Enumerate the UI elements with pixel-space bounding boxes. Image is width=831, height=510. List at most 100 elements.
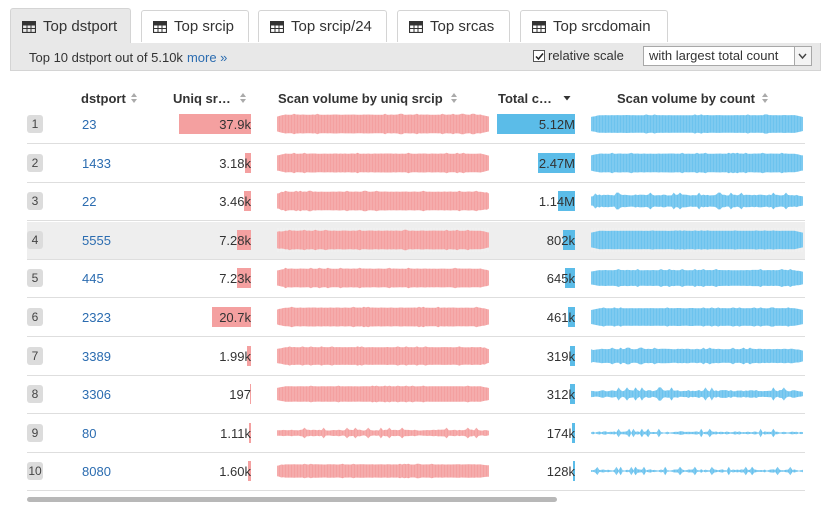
sort-icon — [761, 93, 768, 103]
tab-label: Top srcip — [174, 18, 235, 35]
table-row[interactable]: 7 3389 1.99k 319k — [27, 338, 805, 376]
rank-badge: 4 — [27, 230, 43, 249]
total-count-value: 802k — [546, 232, 575, 248]
dstport-link[interactable]: 80 — [82, 425, 97, 441]
table-row[interactable]: 4 5555 7.28k 802k — [27, 221, 805, 260]
tab-top-dstport[interactable]: Top dstport — [10, 8, 131, 44]
total-count-value: 5.12M — [538, 117, 575, 132]
relative-scale-toggle[interactable]: relative scale — [533, 48, 624, 63]
uniq-srcip-value: 1.60k — [219, 464, 251, 480]
scan-volume-uniq-sparkline — [277, 227, 489, 252]
sort-icon — [239, 93, 246, 103]
total-count-value: 312k — [546, 387, 575, 403]
uniq-srcip-cell: 1.99k — [173, 345, 251, 366]
more-link[interactable]: more » — [186, 50, 228, 65]
uniq-srcip-value: 7.28k — [219, 232, 251, 248]
uniq-srcip-value: 3.46k — [219, 194, 251, 210]
uniq-srcip-bar — [250, 384, 251, 405]
uniq-srcip-bar — [212, 307, 251, 327]
total-count-bar — [573, 461, 575, 482]
dstport-link[interactable]: 445 — [82, 271, 104, 287]
total-count-cell: 128k — [497, 461, 575, 482]
uniq-srcip-cell: 1.11k — [173, 422, 251, 443]
uniq-srcip-cell: 1.60k — [173, 461, 251, 482]
scan-volume-count-sparkline — [591, 305, 803, 329]
col-header-total-count[interactable]: Total c… — [498, 87, 571, 109]
total-count-bar — [497, 114, 575, 134]
tab-label: Top srcip/24 — [291, 18, 372, 35]
col-header-scan-volume-count[interactable]: Scan volume by count — [617, 87, 769, 109]
scan-volume-uniq-sparkline — [277, 459, 489, 484]
table-row[interactable]: 2 1433 3.18k 2.47M — [27, 145, 805, 183]
tab-top-srcip[interactable]: Top srcip — [141, 10, 249, 42]
dstport-link[interactable]: 2323 — [82, 310, 111, 325]
total-count-value: 174k — [546, 425, 575, 441]
scan-volume-count-sparkline — [591, 112, 803, 136]
total-count-bar — [567, 307, 575, 327]
total-count-value: 2.47M — [538, 155, 575, 171]
rank-badge: 6 — [27, 308, 43, 326]
total-count-value: 1.14M — [538, 194, 575, 210]
total-count-bar — [569, 345, 575, 366]
table-row[interactable]: 3 22 3.46k 1.14M — [27, 183, 805, 222]
results-panel: Top 10 dstport out of 5.10k more » relati… — [10, 43, 821, 510]
col-header-uniq-srcip[interactable]: Uniq sr… — [173, 87, 247, 109]
dstport-link[interactable]: 22 — [82, 194, 97, 210]
table-row[interactable]: 6 2323 20.7k 461k — [27, 299, 805, 337]
total-count-cell: 461k — [497, 307, 575, 327]
table-row[interactable]: 10 8080 1.60k 128k — [27, 453, 805, 492]
dstport-link[interactable]: 1433 — [82, 155, 111, 171]
dstport-link[interactable]: 3389 — [82, 348, 111, 364]
col-header-scan-volume-uniq[interactable]: Scan volume by uniq srcip — [278, 87, 458, 109]
summary-text: Top 10 dstport out of 5.10k — [29, 50, 183, 65]
relative-scale-label: relative scale — [548, 48, 624, 63]
dstport-link[interactable]: 23 — [82, 117, 97, 132]
table-icon — [532, 20, 546, 33]
total-count-cell: 174k — [497, 422, 575, 443]
uniq-srcip-bar — [179, 114, 251, 134]
table-icon — [22, 20, 36, 33]
table-icon — [409, 20, 423, 33]
rank-badge: 1 — [27, 115, 43, 133]
rank-badge: 10 — [27, 462, 43, 481]
table-row[interactable]: 1 23 37.9k 5.12M — [27, 106, 805, 144]
col-header-dstport[interactable]: dstport — [81, 87, 138, 109]
scan-volume-uniq-sparkline — [277, 266, 489, 291]
horizontal-scrollbar[interactable] — [27, 497, 557, 502]
table-row[interactable]: 5 445 7.23k 645k — [27, 260, 805, 299]
total-count-cell: 1.14M — [497, 191, 575, 212]
total-count-bar — [562, 229, 575, 250]
uniq-srcip-bar — [244, 191, 251, 212]
uniq-srcip-value: 3.18k — [219, 155, 251, 171]
rank-badge: 9 — [27, 423, 43, 442]
uniq-srcip-bar — [247, 461, 251, 482]
scan-volume-count-sparkline — [591, 459, 803, 484]
scan-volume-uniq-sparkline — [277, 305, 489, 329]
dstport-link[interactable]: 5555 — [82, 232, 111, 248]
table-row[interactable]: 8 3306 197 312k — [27, 376, 805, 415]
uniq-srcip-value: 20.7k — [219, 310, 251, 325]
sort-select[interactable]: with largest total count — [643, 46, 812, 66]
table-icon — [270, 20, 284, 33]
sort-icon — [450, 93, 457, 103]
table-row[interactable]: 9 80 1.11k 174k — [27, 415, 805, 453]
dstport-link[interactable]: 8080 — [82, 464, 111, 480]
dstport-link[interactable]: 3306 — [82, 387, 111, 403]
rank-badge: 2 — [27, 153, 43, 172]
checkmark-icon — [535, 52, 544, 60]
tab-bar: Top dstport Top srcip Top srcip/24 Top s… — [0, 0, 831, 44]
total-count-bar — [570, 384, 575, 405]
uniq-srcip-cell: 7.23k — [173, 268, 251, 289]
scan-volume-uniq-sparkline — [277, 382, 489, 407]
tab-top-srcdomain[interactable]: Top srcdomain — [520, 10, 668, 42]
scan-volume-uniq-sparkline — [277, 343, 489, 368]
total-count-bar — [557, 191, 575, 212]
relative-scale-checkbox[interactable] — [533, 49, 545, 62]
scan-volume-count-sparkline — [591, 227, 803, 252]
tab-top-srcas[interactable]: Top srcas — [397, 10, 510, 42]
tab-top-srcip-24[interactable]: Top srcip/24 — [258, 10, 387, 42]
uniq-srcip-cell: 7.28k — [173, 229, 251, 250]
uniq-srcip-bar — [236, 268, 251, 289]
tab-label: Top dstport — [43, 18, 118, 35]
sort-select-value: with largest total count — [649, 48, 779, 63]
